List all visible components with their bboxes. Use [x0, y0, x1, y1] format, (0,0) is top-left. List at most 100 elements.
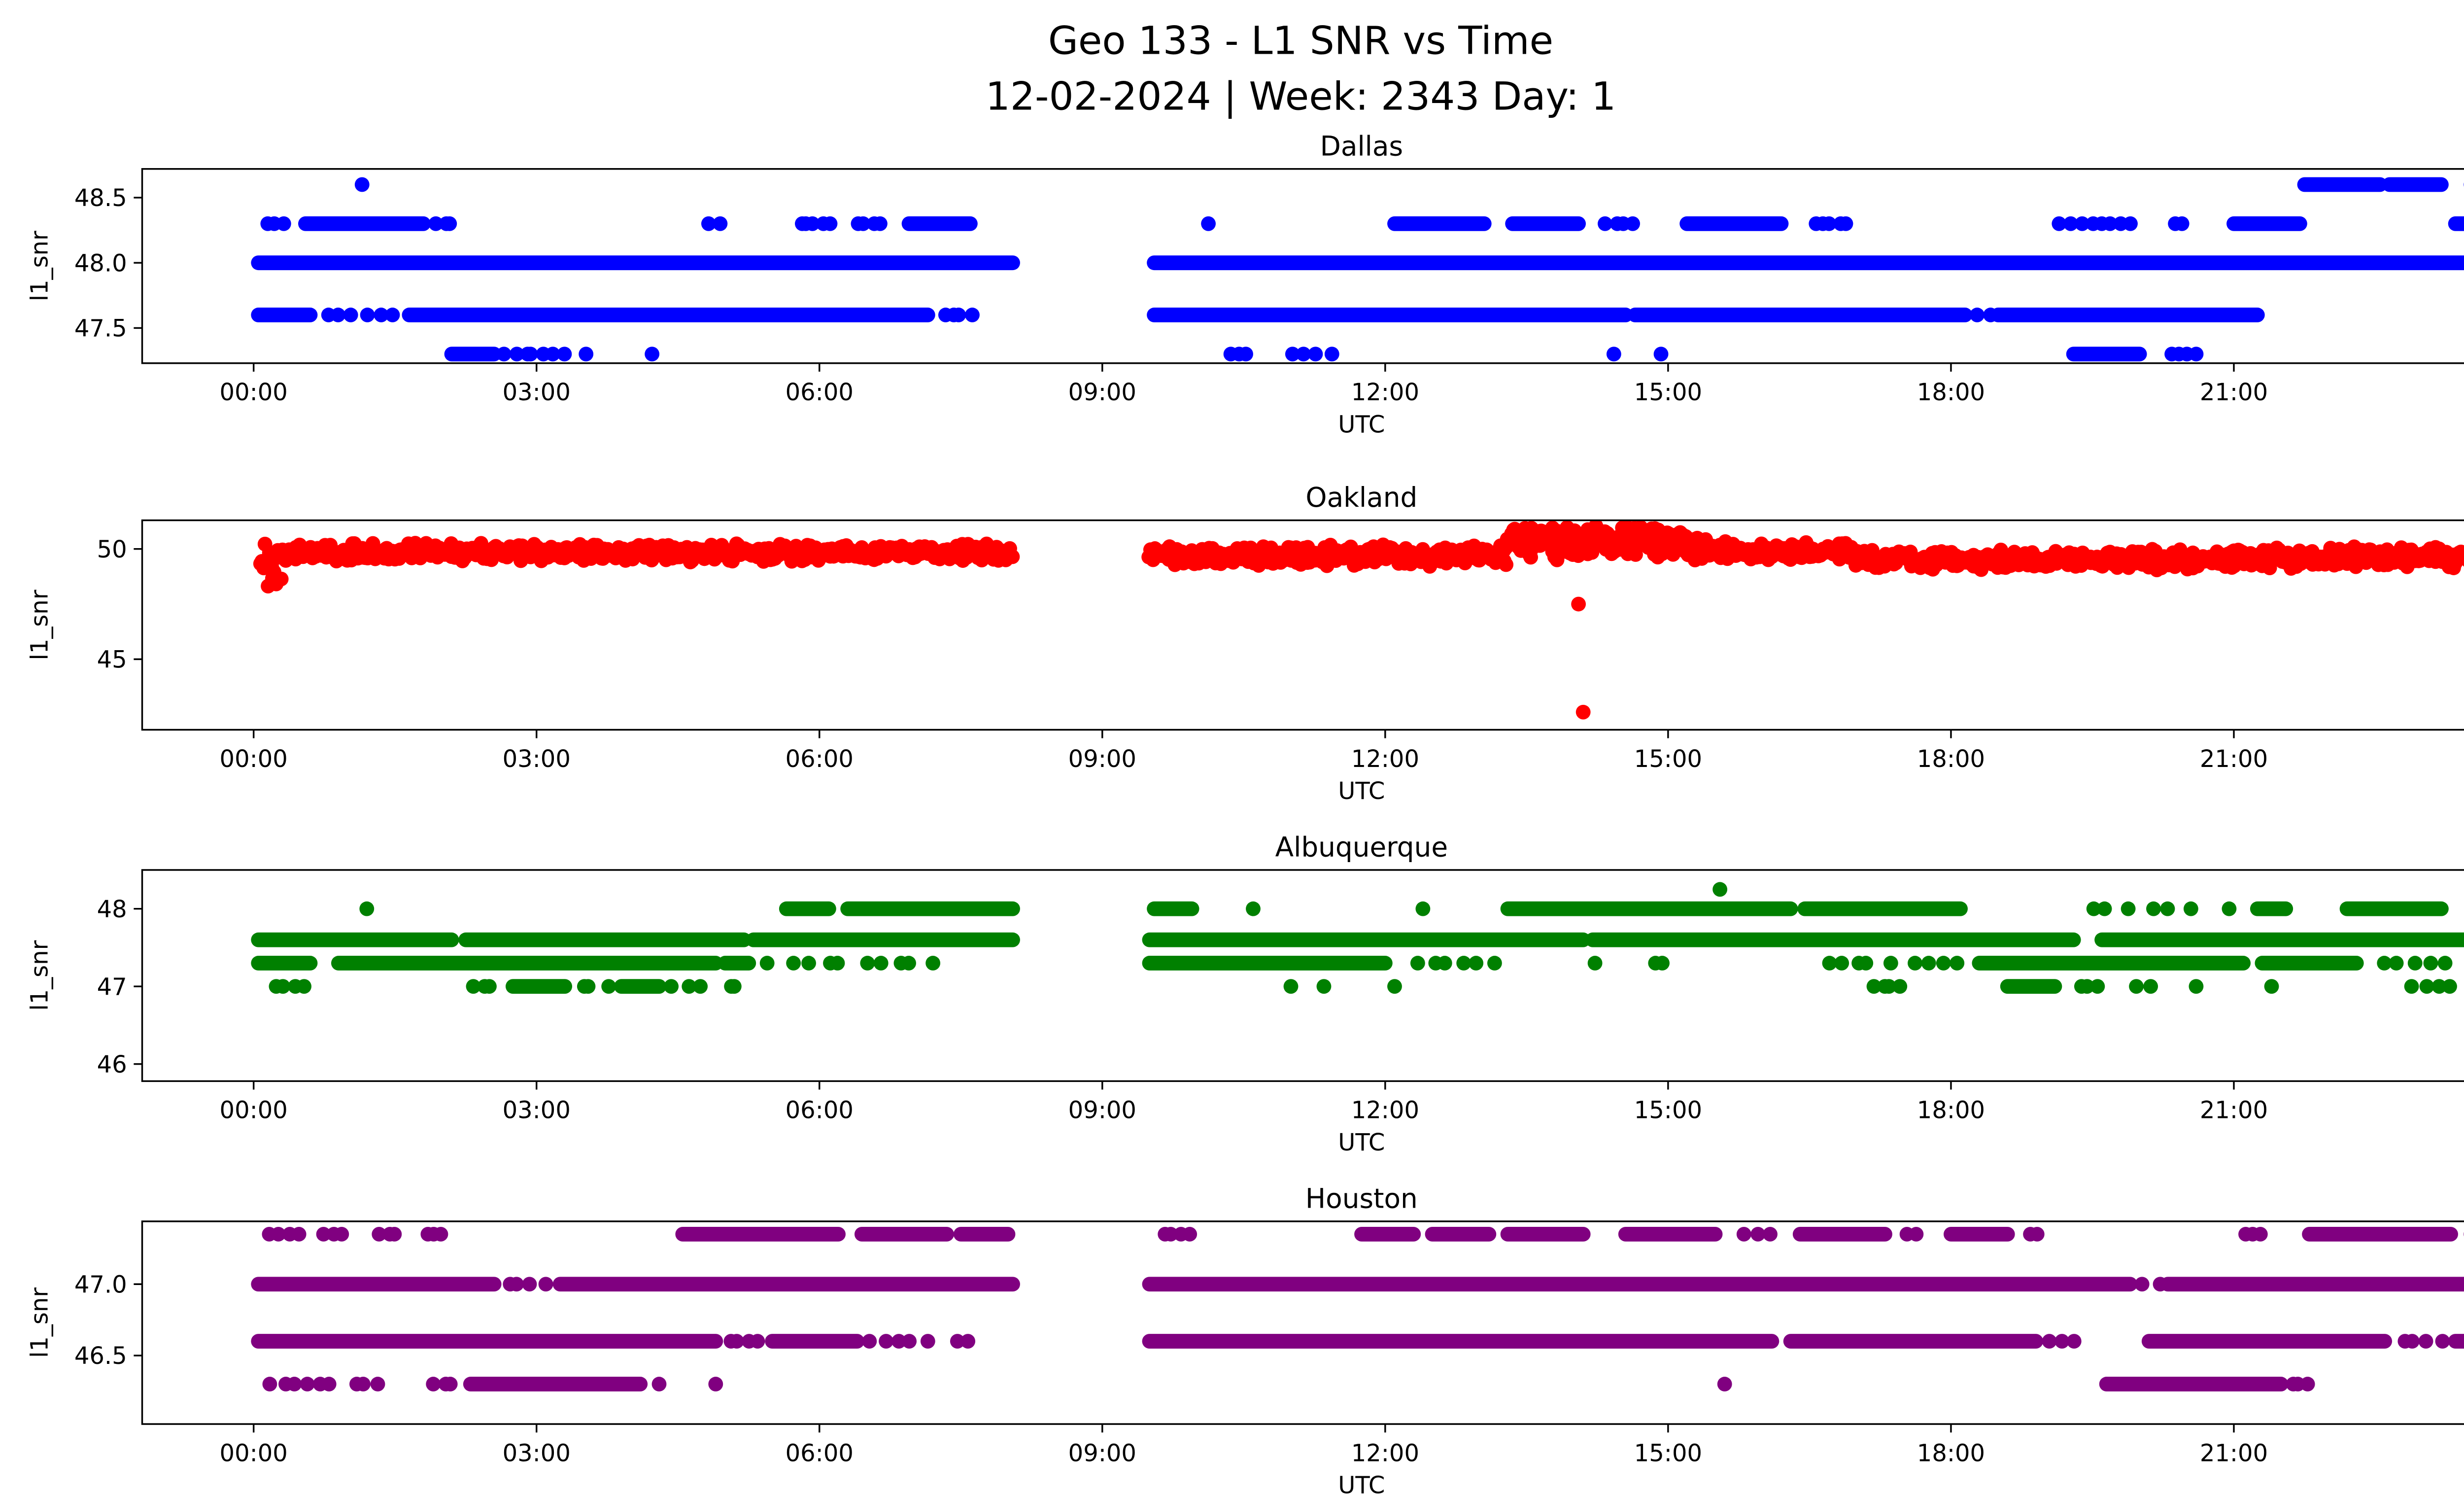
xtick-label: 15:00	[1634, 379, 1702, 406]
scatter-point	[2222, 901, 2237, 916]
scatter-point	[360, 308, 375, 322]
xtick-label: 12:00	[1351, 745, 1419, 773]
scatter-point	[300, 1377, 315, 1391]
scatter-point	[920, 1334, 935, 1349]
axes-border	[141, 1220, 2464, 1425]
scatter-point	[2029, 1226, 2045, 1242]
xtick-label: 15:00	[1634, 1439, 1702, 1467]
scatter-point	[873, 956, 889, 971]
scatter-point	[374, 308, 389, 322]
ytick-label: 48.5	[74, 184, 127, 212]
scatter-point	[965, 308, 980, 322]
xtick-label: 06:00	[786, 379, 854, 406]
yaxis-label: l1_snr	[26, 940, 54, 1010]
scatter-point	[538, 1277, 553, 1292]
scatter-point	[2129, 979, 2144, 994]
scatter-point	[1858, 956, 1874, 971]
xtick-label: 18:00	[1917, 1097, 1985, 1124]
scatter-point	[2419, 979, 2434, 994]
xtick-label: 12:00	[1351, 1439, 1419, 1467]
scatter-point	[2463, 557, 2464, 566]
xtick-label: 12:00	[1351, 1097, 1419, 1124]
scatter-point	[2442, 979, 2457, 994]
scatter-point	[1415, 901, 1431, 916]
scatter-point	[385, 308, 400, 322]
scatter-point	[356, 1377, 371, 1391]
scatter-point	[1308, 347, 1323, 362]
ytick-label: 46.5	[74, 1342, 127, 1370]
scatter-point	[951, 308, 966, 322]
scatter-point	[879, 1334, 893, 1349]
scatter-point	[426, 1377, 441, 1391]
xtick-label: 06:00	[786, 1097, 854, 1124]
scatter-point	[1921, 956, 1936, 971]
scatter-point	[2052, 216, 2067, 231]
scatter-point	[1909, 1226, 1924, 1242]
scatter-point	[2054, 1334, 2070, 1349]
scatter-point	[1834, 956, 1849, 971]
scatter-point	[2253, 1226, 2268, 1242]
xtick-label: 15:00	[1634, 745, 1702, 773]
outlier-point	[1571, 596, 1586, 612]
scatter-point	[1838, 216, 1853, 231]
scatter-point	[1983, 308, 1998, 322]
scatter-point	[443, 1377, 458, 1391]
scatter-point	[275, 979, 291, 994]
subplot-title-dallas: Dallas	[1320, 130, 1403, 162]
scatter-point	[276, 216, 291, 231]
scatter-point	[354, 177, 370, 192]
scatter-point	[1882, 979, 1896, 994]
scatter-point	[873, 216, 888, 231]
scatter-point	[1606, 347, 1621, 362]
xtick-label: 12:00	[1351, 379, 1419, 406]
scatter-point	[522, 1277, 537, 1292]
ytick-label: 47	[97, 973, 127, 1001]
scatter-point	[557, 347, 572, 362]
scatter-point	[1456, 956, 1472, 971]
scatter-point	[1750, 1226, 1766, 1242]
figure-subtitle: 12-02-2024 | Week: 2343 Day: 1	[986, 74, 1616, 119]
yaxis-label: l1_snr	[26, 590, 54, 660]
scatter-point	[1653, 347, 1669, 362]
scatter-point	[1387, 979, 1402, 994]
xtick-label: 18:00	[1917, 1439, 1985, 1467]
xtick-label: 21:00	[2200, 745, 2268, 773]
ytick-label: 48	[97, 896, 127, 923]
scatter-point	[1238, 347, 1253, 362]
subplot-dallas: Dallas 47.5 48.0 48.5 00:00 03:00 06:00 09:00 1…	[26, 130, 2464, 438]
scatter-point	[2102, 216, 2118, 231]
scatter-point	[1201, 216, 1216, 231]
scatter-point	[2153, 1277, 2168, 1292]
ytick-label: 47.0	[74, 1271, 127, 1298]
scatter-point	[1246, 901, 1261, 916]
scatter-point	[693, 979, 708, 994]
scatter-point	[1587, 956, 1603, 971]
ytick-label: 46	[97, 1051, 127, 1078]
scatter-point	[579, 347, 594, 362]
subplot-albuquerque: Albuquerque 46 47 48 00:00 03:00 06:00 09:00 12…	[26, 832, 2464, 1156]
subplot-oakland: Oakland 45 50 00:00 03:00 06:00 09:00 12:00 15:…	[26, 482, 2464, 805]
scatter-point	[433, 1226, 448, 1242]
scatter-point	[645, 347, 660, 362]
scatter-point	[2134, 1277, 2150, 1292]
scatter-point	[2404, 1334, 2420, 1349]
yaxis-label: l1_snr	[26, 1287, 54, 1358]
scatter-point	[1324, 347, 1339, 362]
xtick-label: 09:00	[1068, 1097, 1136, 1124]
scatter-point	[2407, 956, 2423, 971]
scatter-point	[1296, 347, 1311, 362]
scatter-point	[2300, 1377, 2315, 1391]
scatter-point	[372, 1226, 387, 1242]
scatter-point	[1866, 979, 1882, 994]
scatter-point	[1712, 882, 1728, 897]
scatter-point	[2459, 545, 2464, 559]
scatter-point	[274, 571, 289, 587]
points-oakland	[253, 520, 2464, 720]
xtick-label: 00:00	[220, 745, 288, 773]
scatter-point	[370, 1377, 385, 1391]
scatter-point	[2042, 1334, 2057, 1349]
scatter-point	[2423, 956, 2438, 971]
xtick-label: 09:00	[1068, 1439, 1136, 1467]
scatter-point	[316, 1226, 331, 1242]
scatter-point	[1822, 956, 1837, 971]
